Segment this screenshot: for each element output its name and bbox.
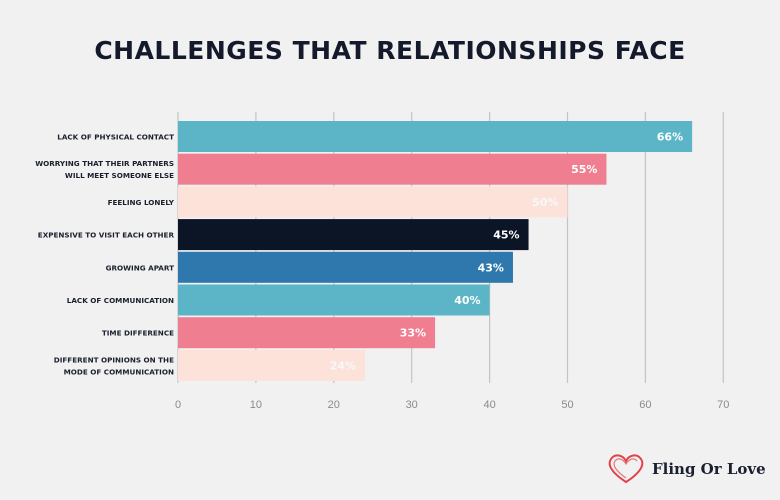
bar bbox=[178, 186, 568, 218]
value-label: 40% bbox=[454, 294, 480, 307]
x-tick-label: 10 bbox=[250, 399, 262, 411]
value-label: 43% bbox=[478, 261, 504, 274]
x-tick-label: 60 bbox=[639, 399, 651, 411]
category-label: DIFFERENT OPINIONS ON THE bbox=[54, 355, 174, 364]
category-label: FEELING LONELY bbox=[108, 198, 175, 207]
bar bbox=[178, 153, 607, 185]
value-label: 55% bbox=[571, 163, 597, 176]
x-tick-label: 50 bbox=[561, 399, 573, 411]
value-label: 66% bbox=[657, 131, 683, 144]
x-tick-label: 70 bbox=[717, 399, 729, 411]
bar bbox=[178, 251, 513, 283]
x-tick-label: 30 bbox=[406, 399, 418, 411]
bar bbox=[178, 219, 529, 251]
category-label: EXPENSIVE TO VISIT EACH OTHER bbox=[38, 231, 175, 240]
value-label: 33% bbox=[400, 327, 426, 340]
category-label: TIME DIFFERENCE bbox=[102, 329, 174, 338]
bar bbox=[178, 317, 436, 349]
heart-outline-icon bbox=[608, 454, 644, 484]
category-label: MODE OF COMMUNICATION bbox=[64, 367, 174, 376]
brand-logo: Fling Or Love bbox=[606, 452, 766, 486]
bar bbox=[178, 349, 365, 381]
category-label: LACK OF COMMUNICATION bbox=[67, 296, 174, 305]
category-label: WORRYING THAT THEIR PARTNERS bbox=[35, 159, 174, 168]
category-labels: LACK OF PHYSICAL CONTACT WORRYING THAT TH… bbox=[35, 133, 175, 377]
value-label: 50% bbox=[532, 196, 558, 209]
x-tick-label: 40 bbox=[483, 399, 495, 411]
chart-title: CHALLENGES THAT RELATIONSHIPS FACE bbox=[94, 36, 686, 65]
x-tick-label: 0 bbox=[175, 399, 181, 411]
value-label: 45% bbox=[493, 229, 519, 242]
x-axis-ticks: 0 10 20 30 40 50 60 70 bbox=[175, 399, 729, 411]
bar bbox=[178, 121, 693, 152]
brand-name: Fling Or Love bbox=[652, 460, 766, 478]
bar bbox=[178, 284, 490, 316]
value-label: 24% bbox=[330, 359, 356, 372]
value-labels: 66% 55% 50% 45% 43% 40% 33% 24% bbox=[330, 131, 684, 373]
category-label: LACK OF PHYSICAL CONTACT bbox=[57, 133, 174, 142]
category-label: GROWING APART bbox=[106, 263, 175, 272]
category-label: WILL MEET SOMEONE ELSE bbox=[65, 171, 174, 180]
x-tick-label: 20 bbox=[328, 399, 340, 411]
bars bbox=[178, 121, 693, 381]
